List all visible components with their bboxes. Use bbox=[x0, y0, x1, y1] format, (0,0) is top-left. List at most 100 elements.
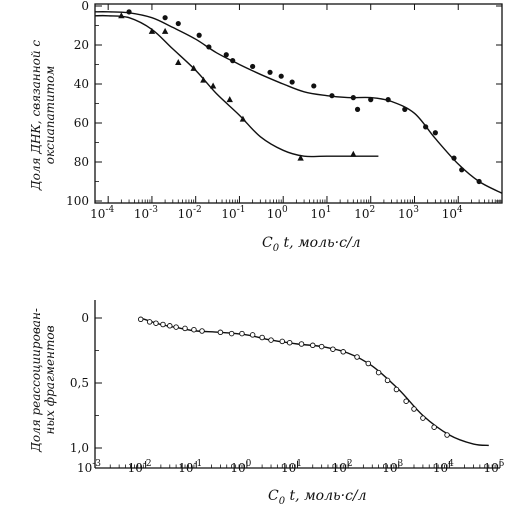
bottom-data-point-open-circle bbox=[160, 321, 166, 328]
top-data-point-triangle bbox=[190, 64, 197, 71]
top-data-point-circle bbox=[402, 106, 408, 112]
top-data-point-triangle bbox=[175, 59, 182, 66]
top-xlabel-rest: t, моль·с/л bbox=[279, 235, 360, 251]
top-data-point-triangle bbox=[200, 76, 207, 83]
bottom-chart: 10-3 10-2 10-1 100 101 102 103 104 105 0 0,5 1,0 C… bbox=[29, 300, 505, 507]
bottom-data-point-open-circle bbox=[444, 432, 450, 438]
bottom-data-point-open-circle bbox=[411, 406, 417, 412]
bottom-y-tick-labels: 0 0,5 1,0 bbox=[70, 311, 89, 455]
bottom-y-tick-label: 1,0 bbox=[70, 441, 89, 455]
bottom-x-tick-labels: 10-3 10-2 10-1 100 101 102 103 104 105 bbox=[77, 459, 505, 475]
top-series-0-line bbox=[94, 11, 503, 194]
top-x-tick-label: 10-4 bbox=[90, 205, 114, 221]
top-x-tick-label: 10-1 bbox=[221, 205, 245, 221]
top-x-tick-label: 101 bbox=[310, 205, 331, 221]
top-data-point-circle bbox=[329, 93, 335, 99]
top-y-axis-label-1: Доля ДНК, связанной с bbox=[29, 40, 43, 191]
top-data-point-circle bbox=[196, 32, 202, 38]
top-y-axis-label-2: оксиапатитом bbox=[43, 66, 57, 165]
top-data-point-triangle bbox=[118, 12, 125, 19]
top-data-point-circle bbox=[423, 124, 429, 130]
bottom-x-tick-label: 10-3 bbox=[77, 459, 101, 475]
bottom-x-tick-label: 100 bbox=[230, 459, 251, 475]
bottom-data-point-open-circle bbox=[279, 338, 286, 345]
bottom-data-point-open-circle bbox=[199, 328, 205, 334]
bottom-data-point-open-circle bbox=[420, 415, 426, 421]
top-y-tick-label: 100 bbox=[66, 194, 89, 208]
top-data-point-circle bbox=[459, 167, 465, 173]
bottom-x-tick-label: 102 bbox=[332, 459, 353, 475]
bottom-data-point-open-circle bbox=[365, 360, 372, 367]
bottom-data-point-open-circle bbox=[153, 320, 159, 326]
top-xlabel-sub: 0 bbox=[273, 243, 280, 254]
top-data-point-circle bbox=[223, 52, 229, 58]
top-chart: 10-4 10-3 10-2 10-1 100 101 102 103 104 0 20 40 60 8… bbox=[29, 0, 503, 254]
bottom-data-point-open-circle bbox=[431, 424, 437, 430]
top-x-tick-label: 103 bbox=[398, 205, 419, 221]
top-y-tick-label: 20 bbox=[74, 38, 89, 52]
bottom-data-point-open-circle bbox=[239, 330, 245, 337]
top-curves bbox=[94, 11, 503, 194]
top-data-point-circle bbox=[385, 97, 391, 103]
top-data-point-triangle bbox=[161, 27, 169, 34]
bottom-data-point-open-circle bbox=[137, 316, 144, 323]
top-data-point-triangle bbox=[148, 27, 156, 34]
top-data-point-triangle bbox=[350, 150, 357, 157]
bottom-data-point-open-circle bbox=[146, 319, 153, 325]
top-x-tick-labels: 10-4 10-3 10-2 10-1 100 101 102 103 104 bbox=[90, 205, 463, 221]
top-data-point-circle bbox=[267, 69, 273, 75]
top-data-point-triangle bbox=[209, 82, 217, 89]
bottom-data-point-open-circle bbox=[182, 325, 188, 332]
bottom-data-point-open-circle bbox=[259, 334, 265, 341]
top-x-tick-label: 100 bbox=[267, 205, 288, 221]
bottom-data-point-open-circle bbox=[354, 354, 360, 360]
top-y-tick-label: 0 bbox=[81, 0, 89, 13]
bottom-xlabel-rest: t, моль·с/л bbox=[285, 488, 366, 504]
top-x-axis-label: C0 t, моль·с/л bbox=[262, 235, 361, 254]
bottom-data-point-open-circle bbox=[330, 346, 336, 352]
top-x-tick-label: 10-2 bbox=[178, 205, 202, 221]
bottom-data-point-open-circle bbox=[286, 339, 293, 346]
bottom-data-point-open-circle bbox=[393, 386, 400, 393]
bottom-data-point-open-circle bbox=[249, 332, 256, 338]
bottom-x-tick-label: 10-1 bbox=[178, 459, 202, 475]
top-data-point-circle bbox=[476, 178, 482, 185]
top-data-point-circle bbox=[206, 44, 212, 50]
top-x-tick-label: 10-3 bbox=[134, 205, 158, 221]
bottom-data-point-open-circle bbox=[318, 343, 325, 350]
bottom-xlabel-main: C bbox=[268, 488, 279, 504]
bottom-data-point-open-circle bbox=[228, 330, 235, 337]
top-data-point-circle bbox=[354, 106, 361, 112]
top-data-point-circle bbox=[368, 97, 374, 103]
bottom-data-point-open-circle bbox=[217, 329, 224, 336]
top-data-point-circle bbox=[250, 63, 256, 70]
bottom-y-tick-label: 0,5 bbox=[70, 376, 89, 390]
top-y-tick-labels: 0 20 40 60 80 100 bbox=[66, 0, 89, 208]
bottom-data-point-open-circle bbox=[167, 323, 173, 329]
top-data-point-circle bbox=[311, 83, 317, 89]
top-y-tick-label: 40 bbox=[74, 77, 89, 91]
bottom-x-tick-label: 10-2 bbox=[128, 459, 152, 475]
bottom-data-point-open-circle bbox=[384, 377, 391, 384]
top-data-point-circle bbox=[289, 79, 295, 85]
bottom-data-point-open-circle bbox=[403, 398, 409, 404]
bottom-data-point-open-circle bbox=[268, 337, 274, 343]
bottom-data-point-open-circle bbox=[173, 324, 179, 330]
bottom-y-axis-label-2: ных фрагментов bbox=[43, 325, 57, 434]
top-data-point-circle bbox=[432, 130, 438, 136]
top-y-tick-label: 60 bbox=[74, 116, 89, 130]
top-data-point-circle bbox=[162, 15, 168, 21]
top-x-tick-label: 104 bbox=[442, 205, 463, 221]
bottom-x-axis-label: C0 t, моль·с/л bbox=[268, 488, 367, 507]
top-points bbox=[118, 9, 482, 185]
bottom-data-point-open-circle bbox=[375, 369, 382, 376]
bottom-axis-ticks bbox=[94, 317, 501, 468]
top-plot-frame bbox=[94, 3, 503, 204]
top-xlabel-main: C bbox=[262, 235, 273, 251]
bottom-data-point-open-circle bbox=[191, 326, 197, 333]
bottom-y-axis-label-1: Доля реассоциирован- bbox=[29, 308, 43, 453]
bottom-x-tick-label: 105 bbox=[483, 459, 504, 475]
bottom-y-tick-label: 0 bbox=[81, 311, 89, 325]
top-data-point-circle bbox=[126, 9, 132, 15]
